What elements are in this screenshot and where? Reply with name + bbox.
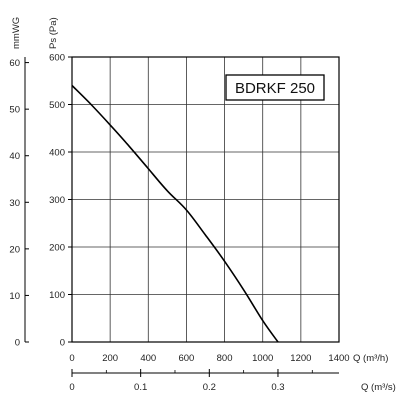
x-primary-title: Q (m³/h) <box>353 353 388 364</box>
x-primary-tick-label: 800 <box>217 353 233 364</box>
y-secondary-tick-label: 20 <box>9 244 20 255</box>
y-primary-tick-label: 200 <box>49 243 65 254</box>
y-secondary-tick-label: 40 <box>9 151 20 162</box>
y-secondary-tick-label: 50 <box>9 105 20 116</box>
y-primary-tick-label: 500 <box>49 100 65 111</box>
y-secondary-tick-label: 60 <box>9 58 20 69</box>
y-primary-title: Ps (Pa) <box>48 17 59 49</box>
x-primary-tick-label: 1200 <box>290 353 311 364</box>
y-secondary-tick-label: 0 <box>15 338 20 349</box>
curve-layer <box>71 84 279 343</box>
x-primary-tick-label: 1000 <box>252 353 273 364</box>
x-primary-tick-label: 400 <box>140 353 156 364</box>
y-primary-tick-label: 0 <box>60 338 65 349</box>
x-primary-tick-label: 1400 <box>328 353 349 364</box>
grid <box>71 56 340 343</box>
y-primary-tick-label: 300 <box>49 195 65 206</box>
x-secondary-tick-label: 0.1 <box>134 382 147 393</box>
y-secondary-title: mmWG <box>11 17 22 49</box>
legend-label: BDRKF 250 <box>235 80 315 97</box>
x-secondary-title: Q (m³/s) <box>361 382 396 393</box>
y-secondary-tick-label: 30 <box>9 198 20 209</box>
legend-box <box>225 74 325 101</box>
y-primary-tick-label: 400 <box>49 148 65 159</box>
x-primary-tick-label: 0 <box>69 353 74 364</box>
legend: BDRKF 250 <box>225 74 325 101</box>
y-primary-tick-label: 100 <box>49 290 65 301</box>
x-primary-tick-label: 600 <box>178 353 194 364</box>
y-primary-tick-label: 600 <box>49 53 65 64</box>
x-secondary-tick-label: 0.2 <box>203 382 216 393</box>
x-secondary-tick-label: 0.3 <box>271 382 284 393</box>
y-secondary-tick-label: 10 <box>9 291 20 302</box>
ticks <box>25 56 313 377</box>
x-secondary-tick-label: 0 <box>69 382 74 393</box>
fan-curve-line <box>71 84 279 343</box>
x-primary-tick-label: 200 <box>102 353 118 364</box>
